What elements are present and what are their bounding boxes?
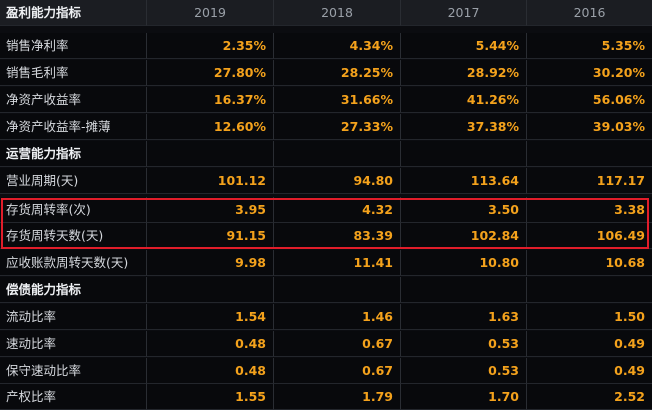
table-cell [401, 277, 527, 303]
table-row: 流动比率 1.54 1.46 1.63 1.50 [0, 304, 652, 330]
table-cell: 1.50 [527, 304, 652, 330]
table-cell: 3.95 [147, 197, 274, 223]
table-row: 速动比率 0.48 0.67 0.53 0.49 [0, 331, 652, 357]
section-title-profitability: 盈利能力指标 [0, 0, 147, 26]
table-cell: 27.33% [274, 114, 401, 140]
table-cell: 117.17 [527, 168, 652, 194]
section-row-solvency: 偿债能力指标 [0, 277, 652, 303]
table-row: 净资产收益率-摊薄 12.60% 27.33% 37.38% 39.03% [0, 114, 652, 140]
table-cell: 9.98 [147, 250, 274, 276]
table-cell: 10.80 [401, 250, 527, 276]
table-cell: 56.06% [527, 87, 652, 113]
table-cell: 5.35% [527, 33, 652, 59]
table-cell: 0.48 [147, 331, 274, 357]
section-title-operations: 运营能力指标 [0, 141, 147, 167]
table-cell: 1.46 [274, 304, 401, 330]
table-cell: 0.53 [401, 331, 527, 357]
table-cell: 94.80 [274, 168, 401, 194]
table-cell: 41.26% [401, 87, 527, 113]
table-cell: 5.44% [401, 33, 527, 59]
table-cell: 28.92% [401, 60, 527, 86]
table-cell: 39.03% [527, 114, 652, 140]
table-cell: 4.32 [274, 197, 401, 223]
table-cell: 0.67 [274, 331, 401, 357]
table-row: 存货周转天数(天) 91.15 83.39 102.84 106.49 [0, 223, 652, 249]
table-cell: 0.48 [147, 358, 274, 384]
table-row: 销售毛利率 27.80% 28.25% 28.92% 30.20% [0, 60, 652, 86]
table-cell: 102.84 [401, 223, 527, 249]
table-cell: 28.25% [274, 60, 401, 86]
table-cell: 3.38 [527, 197, 652, 223]
table-cell: 16.37% [147, 87, 274, 113]
table-cell: 113.64 [401, 168, 527, 194]
table-cell [527, 277, 652, 303]
table-cell: 4.34% [274, 33, 401, 59]
table-cell: 37.38% [401, 114, 527, 140]
table-row: 存货周转率(次) 3.95 4.32 3.50 3.38 [0, 197, 652, 223]
row-label: 净资产收益率-摊薄 [0, 114, 147, 140]
table-cell: 0.49 [527, 331, 652, 357]
row-label: 产权比率 [0, 384, 147, 410]
year-header-2019[interactable]: 2019 [147, 0, 274, 26]
table-cell: 2.35% [147, 33, 274, 59]
row-label: 存货周转天数(天) [0, 223, 147, 249]
row-label: 流动比率 [0, 304, 147, 330]
row-label: 保守速动比率 [0, 358, 147, 384]
table-cell: 10.68 [527, 250, 652, 276]
table-cell: 101.12 [147, 168, 274, 194]
row-label: 速动比率 [0, 331, 147, 357]
row-label: 销售毛利率 [0, 60, 147, 86]
table-cell [147, 141, 274, 167]
table-header-row: 盈利能力指标 2019 2018 2017 2016 [0, 0, 652, 26]
table-row: 产权比率 1.55 1.79 1.70 2.52 [0, 384, 652, 410]
table-cell [147, 277, 274, 303]
table-row: 营业周期(天) 101.12 94.80 113.64 117.17 [0, 168, 652, 194]
row-label: 存货周转率(次) [0, 197, 147, 223]
table-cell: 83.39 [274, 223, 401, 249]
row-label: 销售净利率 [0, 33, 147, 59]
table-cell: 12.60% [147, 114, 274, 140]
table-cell: 27.80% [147, 60, 274, 86]
row-label: 净资产收益率 [0, 87, 147, 113]
section-row-operations: 运营能力指标 [0, 141, 652, 167]
table-cell: 1.70 [401, 384, 527, 410]
table-cell: 0.67 [274, 358, 401, 384]
row-label: 营业周期(天) [0, 168, 147, 194]
table-cell: 0.49 [527, 358, 652, 384]
table-row: 销售净利率 2.35% 4.34% 5.44% 5.35% [0, 33, 652, 59]
table-cell: 11.41 [274, 250, 401, 276]
table-cell [274, 141, 401, 167]
table-cell: 0.53 [401, 358, 527, 384]
table-cell: 1.55 [147, 384, 274, 410]
year-header-2017[interactable]: 2017 [401, 0, 527, 26]
table-cell: 30.20% [527, 60, 652, 86]
year-header-2018[interactable]: 2018 [274, 0, 401, 26]
table-row: 保守速动比率 0.48 0.67 0.53 0.49 [0, 358, 652, 384]
table-cell: 106.49 [527, 223, 652, 249]
table-cell: 2.52 [527, 384, 652, 410]
table-row: 应收账款周转天数(天) 9.98 11.41 10.80 10.68 [0, 250, 652, 276]
table-row: 净资产收益率 16.37% 31.66% 41.26% 56.06% [0, 87, 652, 113]
table-cell [274, 277, 401, 303]
year-header-2016[interactable]: 2016 [527, 0, 652, 26]
table-cell: 1.54 [147, 304, 274, 330]
section-title-solvency: 偿债能力指标 [0, 277, 147, 303]
table-cell: 3.50 [401, 197, 527, 223]
table-cell [527, 141, 652, 167]
table-cell: 91.15 [147, 223, 274, 249]
table-cell: 31.66% [274, 87, 401, 113]
table-cell: 1.63 [401, 304, 527, 330]
row-label: 应收账款周转天数(天) [0, 250, 147, 276]
table-cell [401, 141, 527, 167]
table-cell: 1.79 [274, 384, 401, 410]
